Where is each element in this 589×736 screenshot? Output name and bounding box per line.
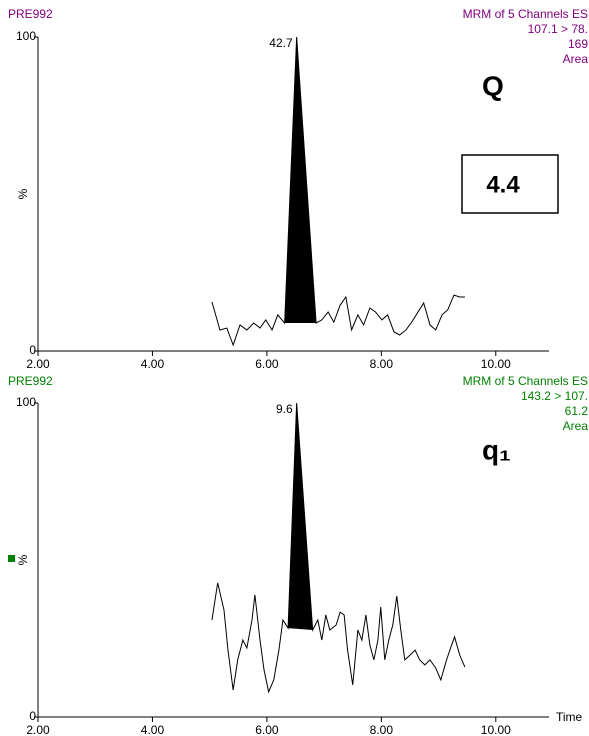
x-axis-label: Time <box>556 710 583 724</box>
y-axis-label: % <box>16 188 30 199</box>
ratio-box <box>461 154 559 214</box>
peak-label: 42.7 <box>269 36 293 50</box>
x-tick-label: 6.00 <box>255 357 279 371</box>
peak-label: 9.6 <box>276 402 293 416</box>
channel-info: Area <box>563 52 589 66</box>
trace <box>211 36 465 347</box>
y-tick-label: 100 <box>16 395 36 409</box>
x-tick-label: 2.00 <box>26 723 50 736</box>
x-tick-label: 10.00 <box>481 357 511 371</box>
x-tick-label: 2.00 <box>26 357 50 371</box>
annotation: q₁ <box>482 434 511 465</box>
x-tick-label: 6.00 <box>255 723 279 736</box>
channel-info: MRM of 5 Channels ES <box>463 374 588 388</box>
channel-info: Area <box>563 419 589 433</box>
y-axis-label: % <box>16 554 30 565</box>
channel-info: 107.1 > 78. <box>528 22 588 36</box>
annotation: Q <box>482 70 504 101</box>
channel-info: 61.2 <box>565 404 589 418</box>
peak-area <box>288 403 313 631</box>
x-tick-label: 4.00 <box>141 723 165 736</box>
channel-info: 143.2 > 107. <box>521 389 588 403</box>
x-tick-label: 8.00 <box>370 723 394 736</box>
x-tick-label: 4.00 <box>141 357 165 371</box>
sample-name: PRE992 <box>8 7 53 21</box>
y-tick-label: 100 <box>16 29 36 43</box>
channel-info: MRM of 5 Channels ES <box>463 7 588 21</box>
trace <box>211 402 466 694</box>
ratio-value: 4.4 <box>486 171 520 198</box>
x-tick-label: 8.00 <box>370 357 394 371</box>
x-tick-label: 10.00 <box>481 723 511 736</box>
y-tick-label: 0 <box>29 709 36 723</box>
y-tick-label: 0 <box>29 343 36 357</box>
peak-area <box>284 37 317 324</box>
sample-name: PRE992 <box>8 374 53 388</box>
channel-info: 169 <box>568 37 588 51</box>
channel-marker <box>8 555 15 562</box>
